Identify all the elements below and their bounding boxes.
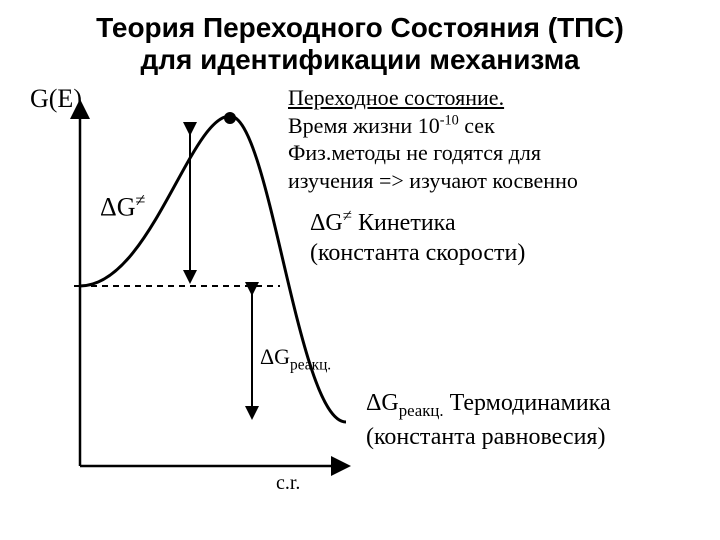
title-line2: для идентификации механизма xyxy=(140,44,579,75)
thermo-tail: Термодинамика xyxy=(444,390,611,416)
thermo-prefix: ΔG xyxy=(366,390,399,416)
content-area: G(E) ΔG≠ ΔGреакц. c.r. xyxy=(0,76,720,516)
ts-line2-sup: -10 xyxy=(440,113,459,129)
ts-line4: изучения => изучают косвенно xyxy=(288,168,578,193)
kin-sup: ≠ xyxy=(343,206,352,225)
kin-tail: Кинетика xyxy=(352,210,456,236)
slide-title: Теория Переходного Состояния (ТПС) для и… xyxy=(0,0,720,76)
dg-reaction-sub: реакц. xyxy=(290,357,331,374)
dg-activation-label: ΔG≠ xyxy=(100,190,145,223)
x-axis-label: c.r. xyxy=(276,472,300,495)
dg-reaction-prefix: ΔG xyxy=(260,344,290,369)
thermo-sub: реакц. xyxy=(399,401,444,420)
kinetics-note: ΔG≠ Кинетика (константа скорости) xyxy=(310,206,525,268)
ts-line3: Физ.методы не годятся для xyxy=(288,140,541,165)
ts-line2b: сек xyxy=(459,113,495,138)
transition-state-note: Переходное состояние. Время жизни 10-10 … xyxy=(288,84,578,194)
kin-prefix: ΔG xyxy=(310,210,343,236)
dg-activation-prefix: ΔG xyxy=(100,193,136,222)
ts-line2a: Время жизни 10 xyxy=(288,113,440,138)
thermo-note: ΔGреакц. Термодинамика (константа равнов… xyxy=(366,388,611,452)
thermo-line2: (константа равновесия) xyxy=(366,424,605,450)
dg-activation-sup: ≠ xyxy=(136,190,146,210)
kin-line2: (константа скорости) xyxy=(310,240,525,266)
transition-state-marker xyxy=(224,112,236,124)
ts-heading: Переходное состояние. xyxy=(288,85,504,110)
title-line1: Теория Переходного Состояния (ТПС) xyxy=(96,12,624,43)
dg-reaction-label: ΔGреакц. xyxy=(260,344,331,374)
